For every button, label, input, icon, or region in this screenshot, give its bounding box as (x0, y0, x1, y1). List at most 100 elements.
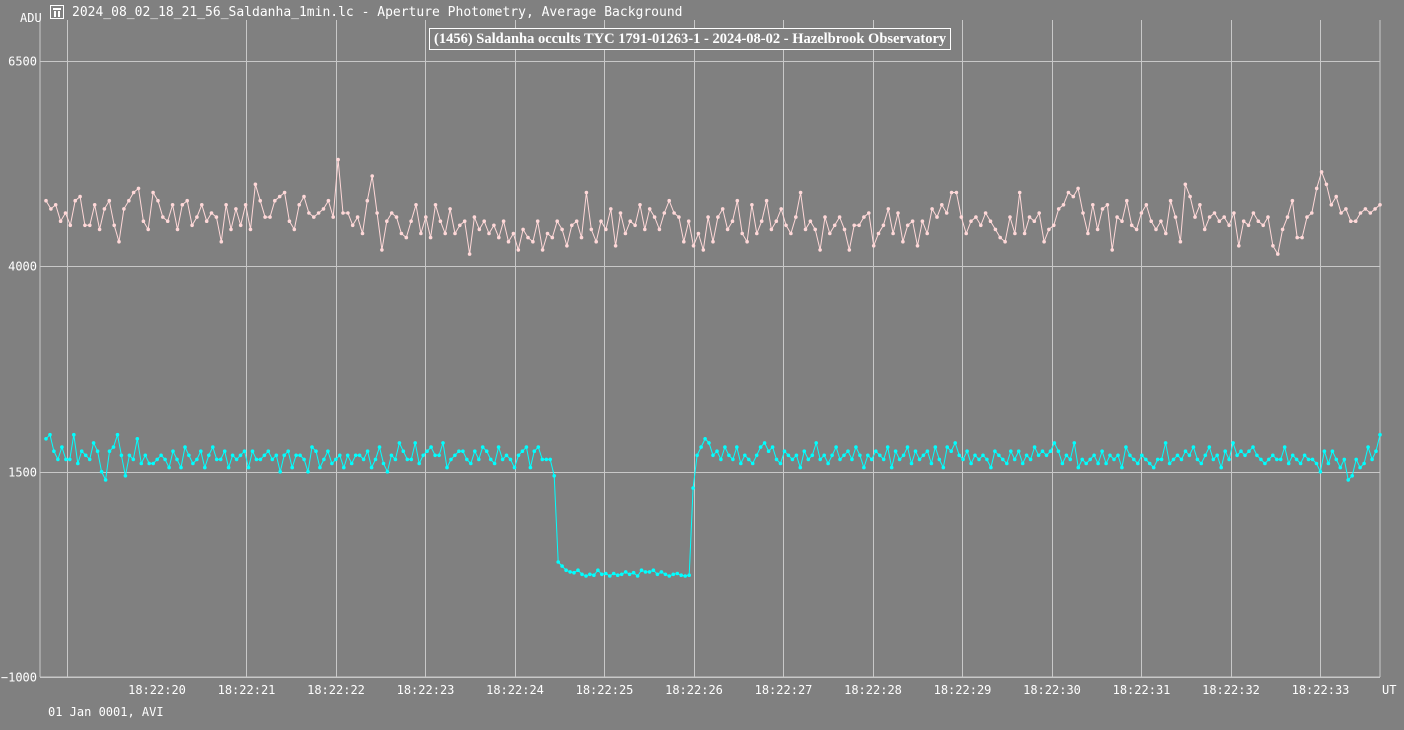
comparison-point (1086, 231, 1090, 236)
comparison-point (1246, 223, 1251, 228)
comparison-point (516, 248, 521, 252)
comparison-point (1061, 203, 1066, 207)
comparison-point (881, 223, 886, 228)
target-point (540, 457, 545, 462)
comparison-point (151, 190, 155, 195)
target-point (1020, 461, 1025, 466)
target-point (647, 570, 652, 574)
comparison-point (277, 194, 282, 199)
x-tick-label: 18:22:29 (934, 683, 992, 697)
target-point (1024, 453, 1029, 458)
comparison-point (292, 227, 297, 232)
y-axis-label: ADU (20, 11, 42, 25)
target-point (1175, 453, 1180, 458)
comparison-point (1227, 223, 1231, 228)
comparison-point (696, 231, 701, 236)
target-point (1009, 449, 1013, 454)
comparison-point (1251, 211, 1256, 215)
target-point (349, 461, 354, 466)
y-tick-label: 6500 (8, 55, 37, 69)
comparison-point (1125, 198, 1129, 203)
target-point (739, 461, 743, 466)
target-point (465, 457, 469, 462)
comparison-point (589, 227, 594, 232)
comparison-point (385, 219, 389, 223)
comparison-point (759, 219, 764, 223)
comparison-point (307, 211, 311, 215)
comparison-point (1017, 190, 1022, 195)
target-point (1318, 469, 1323, 474)
target-point (1251, 445, 1255, 449)
comparison-point (1066, 190, 1071, 195)
target-point (596, 568, 600, 572)
target-point (782, 449, 787, 454)
target-point (147, 461, 151, 466)
comparison-point (1276, 252, 1280, 256)
target-point (167, 465, 171, 470)
target-point (1219, 465, 1223, 470)
comparison-point (248, 227, 253, 232)
comparison-point (238, 223, 243, 228)
comparison-point (1339, 211, 1343, 215)
target-point (401, 449, 406, 454)
comparison-point (682, 239, 686, 244)
target-point (568, 570, 572, 574)
target-point (1088, 457, 1092, 462)
target-point (1076, 465, 1081, 470)
target-point (155, 457, 159, 462)
target-point (1072, 441, 1077, 445)
comparison-point (88, 223, 92, 228)
y-axis-ticks: −1000 1500 4000 6500 (1, 55, 37, 685)
target-point (1036, 453, 1041, 458)
x-tick-label: 18:22:28 (844, 683, 902, 697)
target-point (830, 453, 834, 458)
comparison-point (594, 239, 598, 244)
target-point (1100, 449, 1104, 454)
comparison-point (136, 186, 141, 191)
target-point (1151, 465, 1156, 470)
target-point (397, 441, 402, 445)
target-point (711, 453, 715, 458)
comparison-point (200, 203, 204, 207)
target-point (758, 445, 763, 449)
comparison-point (521, 227, 525, 232)
target-point (1171, 457, 1176, 462)
comparison-point (852, 223, 856, 228)
comparison-point (628, 219, 632, 223)
target-point (103, 478, 108, 482)
target-point (334, 457, 338, 462)
comparison-point (789, 231, 793, 236)
comparison-point (1183, 182, 1188, 187)
lightcurve-app-icon[interactable] (50, 5, 64, 19)
target-point (1136, 461, 1140, 466)
target-point (64, 457, 68, 462)
comparison-point (224, 203, 228, 207)
comparison-point (876, 231, 881, 236)
comparison-point (365, 198, 370, 203)
target-point (107, 449, 112, 454)
target-point (600, 572, 604, 577)
target-point (651, 568, 656, 572)
target-point (584, 574, 588, 578)
comparison-point (623, 231, 628, 236)
target-point (504, 453, 509, 458)
target-point (461, 449, 465, 454)
target-point (623, 570, 628, 574)
target-point (870, 457, 874, 462)
target-point (592, 573, 596, 577)
comparison-point (360, 231, 365, 236)
comparison-point (1358, 211, 1363, 215)
target-point (659, 570, 664, 574)
target-point (326, 449, 330, 454)
comparison-point (1378, 203, 1382, 207)
comparison-point (784, 223, 788, 228)
comparison-point (1047, 227, 1051, 232)
comparison-point (720, 207, 725, 211)
target-point (1179, 457, 1184, 462)
target-point (822, 453, 826, 458)
comparison-point (1217, 219, 1222, 223)
comparison-point (1198, 203, 1202, 207)
target-point (508, 457, 513, 462)
target-point (1032, 445, 1037, 449)
